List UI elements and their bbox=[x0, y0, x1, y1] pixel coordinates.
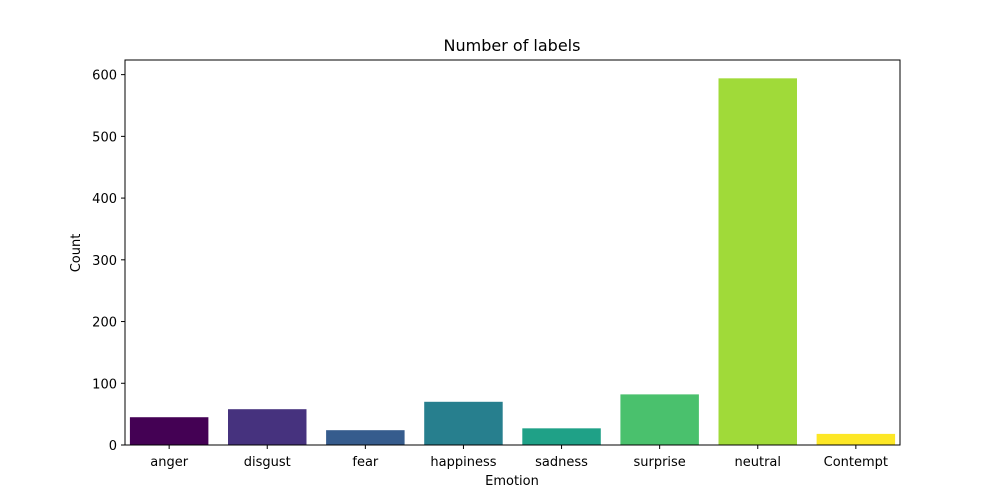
y-tick-label: 300 bbox=[92, 254, 117, 269]
x-tick-label: happiness bbox=[430, 455, 496, 470]
chart-title: Number of labels bbox=[444, 36, 581, 55]
y-tick-label: 0 bbox=[109, 439, 117, 454]
x-tick-label: fear bbox=[352, 455, 379, 470]
x-tick-label: sadness bbox=[535, 455, 588, 470]
plot-frame bbox=[124, 59, 901, 446]
y-tick-label: 100 bbox=[92, 377, 117, 392]
bar-sadness bbox=[522, 428, 601, 445]
y-tick-label: 600 bbox=[92, 69, 117, 84]
bar-contempt bbox=[816, 433, 896, 445]
x-tick-label: neutral bbox=[735, 455, 782, 470]
bar-happiness bbox=[424, 401, 503, 445]
x-tick-label: disgust bbox=[244, 455, 291, 470]
bar-fear bbox=[326, 430, 405, 445]
bar-disgust bbox=[228, 409, 307, 445]
x-tick-label: surprise bbox=[633, 455, 685, 470]
y-axis-label: Count bbox=[69, 234, 84, 273]
x-tick-label: anger bbox=[150, 455, 188, 470]
y-axis: 0 100 200 300 400 500 600 bbox=[92, 69, 125, 454]
x-axis: anger disgust fear happiness sadness surprise… bbox=[150, 445, 888, 470]
bars-group bbox=[129, 78, 896, 445]
x-axis-label: Emotion bbox=[485, 474, 539, 489]
y-tick-label: 200 bbox=[92, 316, 117, 331]
y-tick-label: 400 bbox=[92, 192, 117, 207]
y-tick-label: 500 bbox=[92, 130, 117, 145]
bar-surprise bbox=[620, 394, 699, 445]
bar-anger bbox=[129, 417, 209, 445]
x-tick-label: Contempt bbox=[824, 455, 888, 470]
bar-neutral bbox=[718, 78, 797, 445]
